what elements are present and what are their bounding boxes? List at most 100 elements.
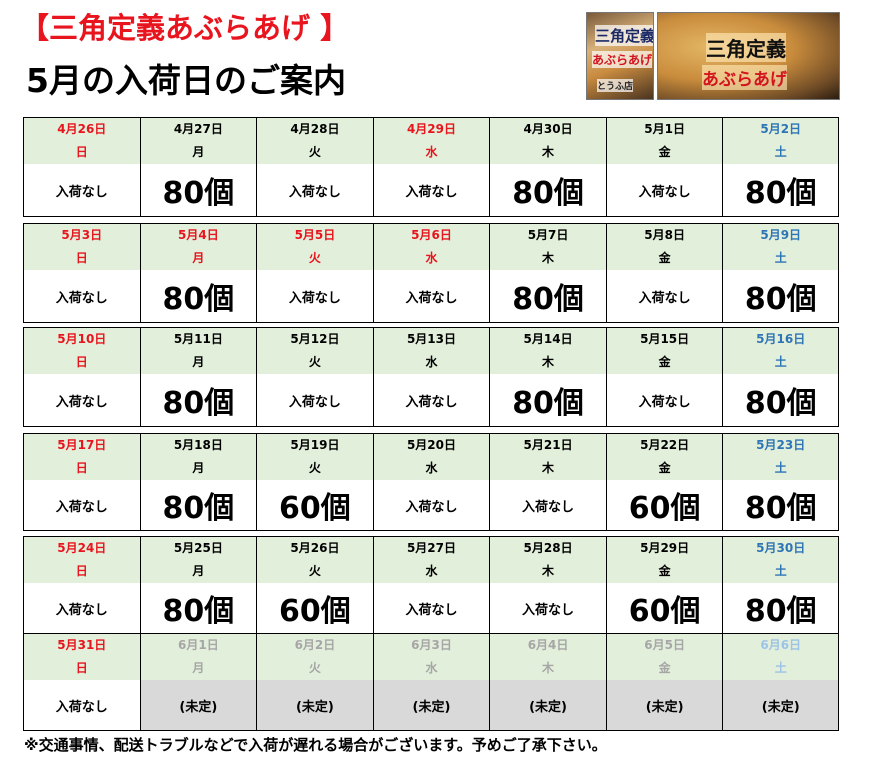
calendar-day: 6月4日木 (未定) — [489, 634, 606, 730]
day-weekday: 火 — [257, 351, 373, 374]
calendar-day: 6月1日月 (未定) — [139, 634, 257, 730]
day-date: 5月12日 — [257, 328, 373, 351]
arrival-quantity: 60個 — [257, 480, 373, 530]
no-arrival-label: 入荷なし — [24, 164, 140, 216]
day-date: 5月4日 — [140, 224, 257, 247]
calendar-week: 5月17日日入荷なし 5月18日月 80個 5月19日火 60個 5月20日水入荷なし 5月… — [23, 433, 839, 531]
day-date: 5月20日 — [373, 434, 490, 457]
day-weekday: 土 — [723, 247, 838, 270]
day-weekday: 火 — [257, 457, 373, 480]
no-arrival-label: 入荷なし — [24, 374, 140, 426]
calendar-day: 5月30日土 80個 — [722, 537, 839, 633]
arrival-quantity: 80個 — [723, 480, 838, 530]
day-date: 5月6日 — [373, 224, 490, 247]
calendar-week: 4月26日日入荷なし 4月27日月 80個 4月28日火入荷なし 4月29日水入荷なし 4… — [23, 117, 839, 217]
no-arrival-label: 入荷なし — [24, 480, 140, 530]
calendar-day: 5月9日土 80個 — [722, 224, 839, 322]
calendar-day: 5月2日土 80個 — [722, 118, 839, 216]
no-arrival-label: 入荷なし — [257, 164, 373, 216]
no-arrival-label: 入荷なし — [257, 270, 373, 322]
day-date: 5月15日 — [606, 328, 723, 351]
calendar-day: 5月4日月 80個 — [139, 224, 257, 322]
arrival-undecided: (未定) — [723, 680, 838, 730]
day-date: 5月17日 — [24, 434, 140, 457]
day-date: 5月3日 — [24, 224, 140, 247]
calendar-day: 5月3日日入荷なし — [23, 224, 140, 322]
calendar-day: 4月28日火入荷なし — [256, 118, 373, 216]
day-date: 5月25日 — [140, 537, 257, 560]
day-date: 6月2日 — [257, 634, 373, 657]
day-weekday: 土 — [723, 141, 838, 164]
day-weekday: 水 — [373, 457, 490, 480]
calendar-day: 5月29日金 60個 — [605, 537, 723, 633]
arrival-quantity: 80個 — [490, 270, 606, 322]
arrival-quantity: 80個 — [140, 270, 257, 322]
day-weekday: 火 — [257, 141, 373, 164]
calendar-day: 6月2日火 (未定) — [256, 634, 373, 730]
calendar-week: 5月24日日入荷なし 5月25日月 80個 5月26日火 60個 5月27日水入荷なし 5月… — [23, 536, 839, 634]
day-weekday: 日 — [24, 247, 140, 270]
no-arrival-label: 入荷なし — [606, 374, 723, 426]
no-arrival-label: 入荷なし — [373, 270, 490, 322]
calendar-day: 5月23日土 80個 — [722, 434, 839, 530]
day-weekday: 月 — [140, 247, 257, 270]
day-weekday: 水 — [373, 351, 490, 374]
calendar-day: 4月27日月 80個 — [139, 118, 257, 216]
calendar-day: 5月19日火 60個 — [256, 434, 373, 530]
arrival-quantity: 80個 — [723, 270, 838, 322]
arrival-quantity: 80個 — [490, 164, 606, 216]
day-weekday: 日 — [24, 657, 140, 680]
calendar-day: 5月5日火入荷なし — [256, 224, 373, 322]
day-weekday: 木 — [490, 657, 606, 680]
day-weekday: 金 — [606, 657, 723, 680]
package-label-brand: 三角定義 — [595, 25, 654, 46]
calendar-day: 5月25日月 80個 — [139, 537, 257, 633]
calendar-day: 5月26日火 60個 — [256, 537, 373, 633]
day-weekday: 土 — [723, 560, 838, 583]
no-arrival-label: 入荷なし — [24, 270, 140, 322]
day-weekday: 木 — [490, 351, 606, 374]
calendar-day: 5月10日日入荷なし — [23, 328, 140, 426]
calendar-week: 5月3日日入荷なし 5月4日月 80個 5月5日火入荷なし 5月6日水入荷なし 5月7日木… — [23, 223, 839, 323]
day-weekday: 土 — [723, 457, 838, 480]
product-title: 【三角定義あぶらあげ 】 — [20, 11, 350, 45]
day-weekday: 日 — [24, 351, 140, 374]
arrival-quantity: 80個 — [140, 164, 257, 216]
day-weekday: 水 — [373, 657, 490, 680]
calendar-week: 5月10日日入荷なし 5月11日月 80個 5月12日火入荷なし 5月13日水入荷なし 5… — [23, 327, 839, 427]
day-weekday: 木 — [490, 457, 606, 480]
day-date: 5月2日 — [723, 118, 838, 141]
day-weekday: 火 — [257, 247, 373, 270]
day-weekday: 木 — [490, 247, 606, 270]
day-date: 4月28日 — [257, 118, 373, 141]
day-date: 5月21日 — [490, 434, 606, 457]
calendar-day: 5月22日金 60個 — [605, 434, 723, 530]
arrival-undecided: (未定) — [257, 680, 373, 730]
day-date: 5月16日 — [723, 328, 838, 351]
page-title: 5月の入荷日のご案内 — [26, 61, 346, 100]
arrival-quantity: 80個 — [140, 480, 257, 530]
calendar-day: 5月16日土 80個 — [722, 328, 839, 426]
calendar-day: 5月21日木入荷なし — [489, 434, 606, 530]
calendar-day: 6月6日土 (未定) — [722, 634, 839, 730]
footer-note: ※交通事情、配送トラブルなどで入荷が遅れる場合がございます。予めご了承下さい。 — [24, 736, 607, 754]
day-date: 5月23日 — [723, 434, 838, 457]
calendar-day: 5月31日日入荷なし — [23, 634, 140, 730]
no-arrival-label: 入荷なし — [373, 374, 490, 426]
no-arrival-label: 入荷なし — [606, 270, 723, 322]
no-arrival-label: 入荷なし — [373, 164, 490, 216]
no-arrival-label: 入荷なし — [490, 583, 606, 633]
arrival-undecided: (未定) — [490, 680, 606, 730]
calendar-day: 5月8日金入荷なし — [605, 224, 723, 322]
no-arrival-label: 入荷なし — [257, 374, 373, 426]
day-date: 6月3日 — [373, 634, 490, 657]
day-weekday: 月 — [140, 457, 257, 480]
day-date: 5月19日 — [257, 434, 373, 457]
day-weekday: 木 — [490, 141, 606, 164]
arrival-quantity: 60個 — [606, 480, 723, 530]
arrival-quantity: 80個 — [723, 583, 838, 633]
calendar-day: 4月30日木 80個 — [489, 118, 606, 216]
day-weekday: 日 — [24, 560, 140, 583]
day-weekday: 金 — [606, 351, 723, 374]
no-arrival-label: 入荷なし — [373, 480, 490, 530]
